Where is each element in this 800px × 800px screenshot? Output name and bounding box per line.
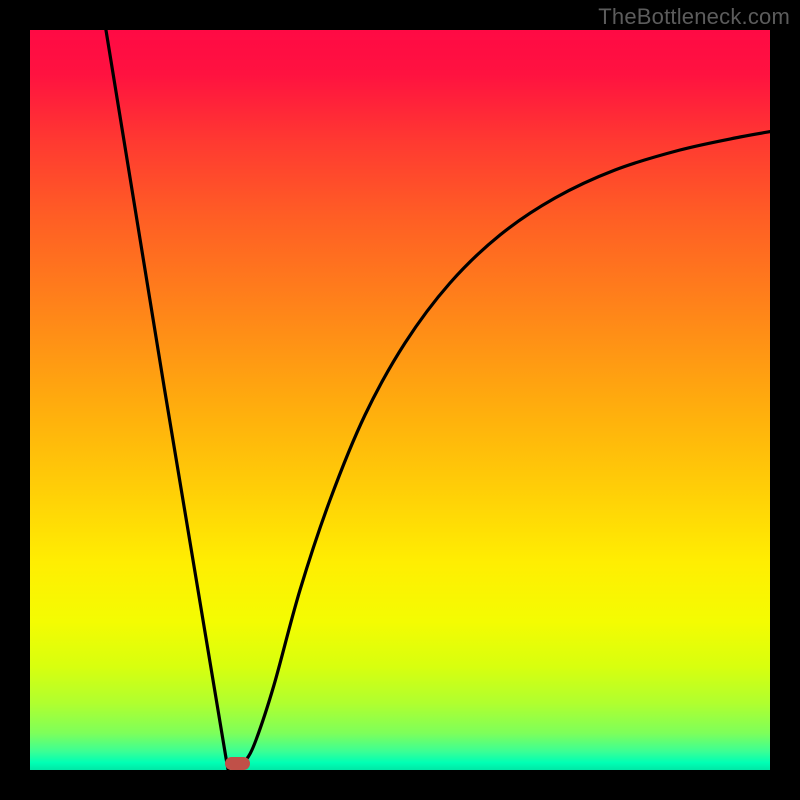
bottleneck-curve-path [104,30,770,770]
watermark-text: TheBottleneck.com [598,4,790,30]
curve-layer [30,30,770,770]
minimum-marker [225,757,250,770]
chart-container: TheBottleneck.com [0,0,800,800]
plot-area [30,30,770,770]
